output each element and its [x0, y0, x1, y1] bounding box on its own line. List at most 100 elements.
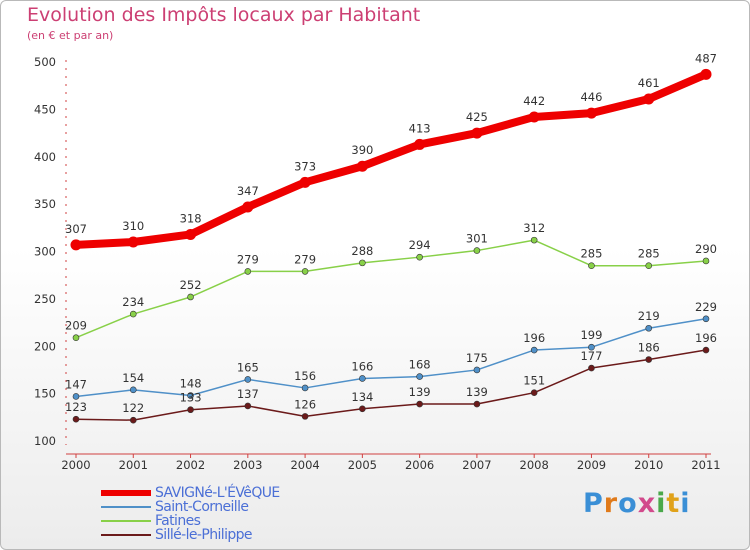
- x-tick-label: 2002: [176, 458, 205, 472]
- data-point: [242, 201, 254, 213]
- data-point: [416, 373, 423, 380]
- legend-label-saint-corneille: Saint-Corneille: [155, 499, 249, 515]
- data-label: 147: [65, 377, 87, 391]
- data-label: 442: [523, 94, 545, 108]
- data-point: [301, 268, 309, 275]
- data-label: 446: [580, 90, 602, 104]
- logo-letter: P: [583, 488, 604, 519]
- axes: 100 150 200 250 300 350 400 450 500 2000 2001 2002 2…: [34, 55, 721, 472]
- data-point: [588, 343, 595, 351]
- y-tick-label: 200: [34, 339, 56, 353]
- data-point: [530, 236, 538, 244]
- data-label: 301: [466, 232, 488, 246]
- data-point: [187, 392, 194, 399]
- data-label: 219: [638, 309, 660, 323]
- data-label: 122: [122, 401, 144, 415]
- data-point: [72, 334, 80, 342]
- data-point: [528, 111, 540, 123]
- data-label: 139: [409, 385, 431, 399]
- y-tick-label: 500: [34, 55, 56, 69]
- data-label: 294: [409, 238, 431, 252]
- data-point: [473, 366, 481, 374]
- data-label: 196: [695, 331, 717, 345]
- legend-item-saint-corneille: Saint-Corneille: [101, 499, 280, 515]
- data-label: 413: [409, 121, 431, 135]
- data-label: 126: [294, 397, 316, 411]
- data-label: 461: [638, 76, 660, 90]
- data-label: 165: [237, 360, 259, 374]
- data-point: [702, 257, 710, 265]
- x-tick-label: 2011: [691, 458, 720, 472]
- data-label: 151: [523, 374, 545, 388]
- legend: SAVIGNé-L'ÉVêQUE Saint-Corneille Fatines…: [101, 485, 280, 543]
- data-label: 373: [294, 159, 316, 173]
- data-label: 123: [65, 400, 87, 414]
- legend-label-sille: Sillé-le-Philippe: [155, 527, 253, 543]
- data-label: 318: [180, 211, 202, 225]
- data-label: 186: [638, 341, 660, 355]
- data-point: [72, 393, 80, 400]
- data-point: [702, 346, 710, 354]
- data-label: 175: [466, 351, 488, 365]
- data-point: [530, 346, 538, 354]
- data-label: 487: [695, 51, 717, 65]
- x-tick-label: 2003: [233, 458, 262, 472]
- data-point: [416, 253, 423, 261]
- data-point: [244, 376, 252, 383]
- legend-swatch-saint-corneille: [101, 506, 151, 508]
- data-point: [187, 293, 194, 301]
- series-line-saint-corneille: [75, 318, 707, 398]
- data-point: [588, 262, 595, 270]
- series-points: [70, 68, 712, 424]
- data-point: [359, 259, 366, 267]
- data-label: 229: [695, 300, 717, 314]
- y-tick-label: 100: [34, 434, 56, 448]
- data-label: 168: [409, 358, 431, 372]
- data-label: 279: [237, 252, 259, 266]
- data-label: 133: [180, 391, 202, 405]
- data-point: [129, 386, 137, 394]
- data-point: [359, 405, 366, 413]
- legend-item-fatines: Fatines: [101, 513, 280, 529]
- data-label: 288: [351, 244, 373, 258]
- chart-subtitle: (en € et par an): [27, 29, 114, 42]
- data-label: 425: [466, 110, 488, 124]
- x-tick-label: 2005: [348, 458, 377, 472]
- x-tick-label: 2000: [61, 458, 90, 472]
- series-lines: [72, 70, 710, 421]
- series-line-sille-le-philippe: [75, 349, 707, 421]
- logo-letter: t: [666, 488, 681, 519]
- x-tick-label: 2006: [405, 458, 434, 472]
- data-point: [359, 375, 366, 382]
- data-label: 139: [466, 385, 488, 399]
- data-label: 285: [580, 247, 602, 261]
- logo-letter: i: [680, 488, 691, 519]
- data-point: [129, 416, 137, 424]
- y-tick-label: 450: [34, 102, 56, 116]
- data-point: [244, 402, 252, 410]
- data-point: [645, 356, 653, 363]
- data-point: [702, 315, 710, 323]
- legend-item-savigne: SAVIGNé-L'ÉVêQUE: [101, 485, 280, 501]
- data-label: 307: [65, 222, 87, 236]
- data-point: [301, 413, 309, 420]
- legend-swatch-savigne: [101, 490, 151, 496]
- data-point: [588, 364, 595, 372]
- data-label: 234: [122, 295, 144, 309]
- data-point: [299, 176, 311, 188]
- data-point: [416, 400, 423, 408]
- data-label: 196: [523, 331, 545, 345]
- data-point: [127, 236, 139, 248]
- chart-title: Evolution des Impôts locaux par Habitant: [27, 4, 421, 26]
- data-label: 137: [237, 387, 259, 401]
- proxiti-logo: Proxiti: [583, 488, 691, 519]
- x-tick-label: 2001: [119, 458, 148, 472]
- data-label: 285: [638, 247, 660, 261]
- data-point: [530, 389, 538, 396]
- logo-letter: i: [656, 488, 667, 519]
- x-tick-label: 2010: [634, 458, 663, 472]
- data-label: 312: [523, 221, 545, 235]
- y-tick-label: 150: [34, 387, 56, 401]
